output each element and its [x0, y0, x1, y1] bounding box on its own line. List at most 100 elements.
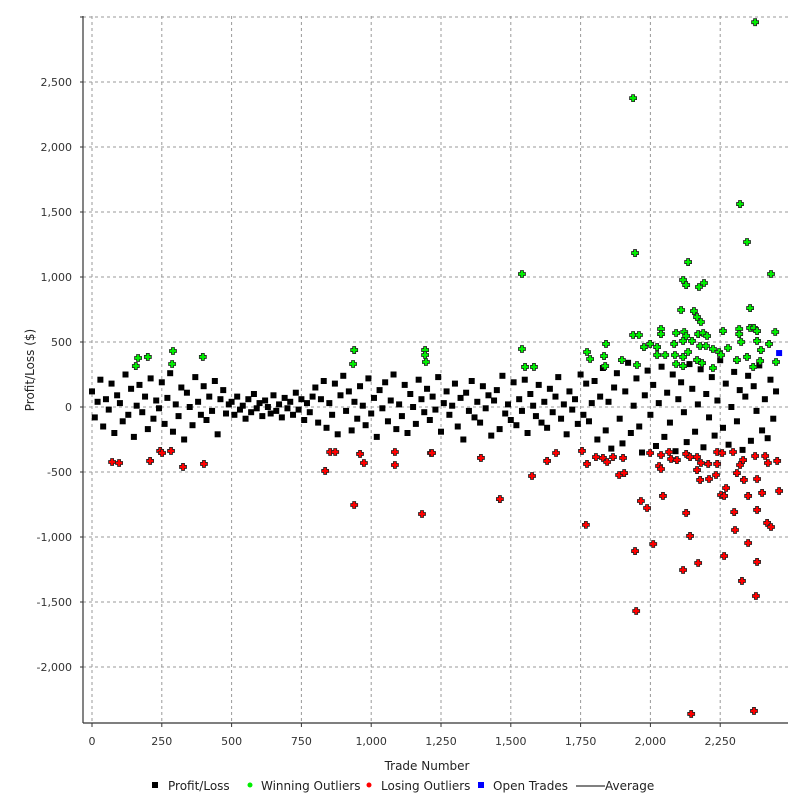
- profit-loss-point: [239, 402, 246, 409]
- losing-outliers-point: [603, 458, 612, 466]
- profit-loss-point: [334, 431, 341, 438]
- profit-loss-point: [301, 417, 308, 423]
- profit-loss-point: [706, 414, 713, 421]
- winning-outliers-point: [735, 330, 744, 338]
- profit-loss-point: [686, 361, 693, 368]
- winning-outliers-point: [751, 18, 759, 27]
- winning-outliers-point: [422, 358, 430, 366]
- profit-loss-point: [432, 406, 439, 413]
- losing-outliers-point: [775, 487, 784, 495]
- y-tick-label: 500: [51, 336, 72, 349]
- profit-loss-point: [396, 401, 403, 408]
- profit-loss-point: [175, 413, 182, 420]
- profit-loss-point: [200, 383, 207, 390]
- profit-loss-point: [119, 418, 126, 425]
- profit-loss-point: [770, 415, 777, 422]
- y-tick-label: -500: [47, 466, 72, 479]
- profit-loss-point: [468, 378, 475, 384]
- profit-loss-point: [298, 396, 305, 403]
- winning-outliers-point: [753, 327, 761, 335]
- profit-loss-point: [591, 378, 598, 384]
- y-axis-label: Profit/Loss ($): [23, 329, 37, 411]
- profit-loss-point: [136, 381, 143, 388]
- losing-outliers-point: [744, 539, 753, 547]
- profit-loss-point: [167, 370, 174, 377]
- profit-loss-point: [622, 388, 629, 395]
- losing-outliers-point: [665, 448, 674, 456]
- profit-loss-point: [544, 424, 551, 431]
- losing-outliers-point: [428, 449, 436, 457]
- winning-outliers-point: [602, 340, 610, 348]
- profit-loss-point: [613, 370, 620, 377]
- profit-loss-point: [669, 371, 676, 378]
- profit-loss-point: [552, 393, 559, 400]
- winning-outliers-point: [682, 281, 691, 289]
- losing-outliers-point: [761, 452, 770, 460]
- profit-loss-point: [457, 394, 464, 401]
- profit-loss-point: [605, 398, 612, 405]
- profit-loss-point: [368, 410, 375, 417]
- y-tick-label: 0: [65, 401, 72, 414]
- legend-label-average: Average: [605, 779, 654, 793]
- profit-loss-point: [206, 393, 213, 400]
- profit-loss-point: [639, 449, 646, 456]
- profit-loss-point: [585, 418, 592, 425]
- profit-loss-point: [248, 409, 255, 416]
- losing-outliers-point: [632, 607, 641, 615]
- profit-loss-point: [733, 418, 740, 425]
- profit-loss-point: [306, 409, 313, 416]
- profit-loss-point: [270, 392, 277, 399]
- profit-loss-point: [731, 368, 738, 375]
- winning-outliers-point: [661, 351, 670, 359]
- profit-loss-point: [644, 367, 651, 374]
- profit-loss-point: [454, 423, 461, 430]
- profit-loss-point: [128, 385, 135, 392]
- profit-loss-point: [599, 365, 606, 371]
- profit-loss-point: [742, 393, 749, 400]
- losing-outliers-point: [753, 506, 761, 514]
- winning-outliers-point: [737, 338, 746, 346]
- losing-outliers-point: [720, 492, 729, 500]
- profit-loss-point: [323, 424, 330, 431]
- profit-loss-point: [348, 427, 355, 434]
- profit-loss-point: [460, 436, 467, 443]
- winning-outliers-point: [672, 329, 680, 337]
- x-tick-label: 250: [151, 735, 172, 748]
- legend-label-winning-outliers: Winning Outliers: [261, 779, 361, 793]
- profit-loss-point: [242, 415, 249, 422]
- winning-outliers-point: [684, 258, 692, 266]
- losing-outliers-point: [740, 476, 748, 484]
- profit-loss-point: [641, 392, 648, 399]
- profit-loss-point: [172, 401, 179, 408]
- profit-loss-point: [546, 385, 553, 392]
- profit-loss-point: [183, 389, 190, 396]
- profit-loss-point: [351, 398, 358, 405]
- profit-loss-point: [214, 431, 221, 438]
- y-tick-label: -1,000: [37, 531, 72, 544]
- profit-loss-point: [661, 433, 668, 440]
- profit-loss-point: [326, 400, 333, 407]
- losing-outliers-point: [744, 492, 753, 500]
- losing-outliers-point: [687, 710, 696, 718]
- profit-loss-point: [287, 398, 294, 405]
- profit-loss-point: [362, 422, 369, 429]
- profit-loss-point: [692, 428, 699, 435]
- profit-loss-point: [133, 402, 140, 409]
- profit-loss-point: [259, 413, 266, 420]
- profit-loss-point: [186, 404, 193, 410]
- legend-label-profit-loss: Profit/Loss: [168, 779, 230, 793]
- profit-loss-point: [284, 405, 291, 412]
- losing-outliers-point: [767, 523, 775, 531]
- profit-loss-point: [627, 430, 634, 436]
- profit-loss-point: [566, 388, 573, 395]
- profit-loss-point: [195, 398, 202, 405]
- profit-loss-point: [611, 384, 618, 391]
- profit-loss-point: [264, 404, 271, 410]
- profit-loss-point: [102, 396, 109, 403]
- profit-loss-point: [736, 387, 743, 394]
- profit-loss-point: [482, 405, 489, 412]
- losing-outliers-point: [713, 448, 722, 456]
- legend-label-open-trades: Open Trades: [493, 779, 568, 793]
- winning-outliers-point: [618, 356, 626, 364]
